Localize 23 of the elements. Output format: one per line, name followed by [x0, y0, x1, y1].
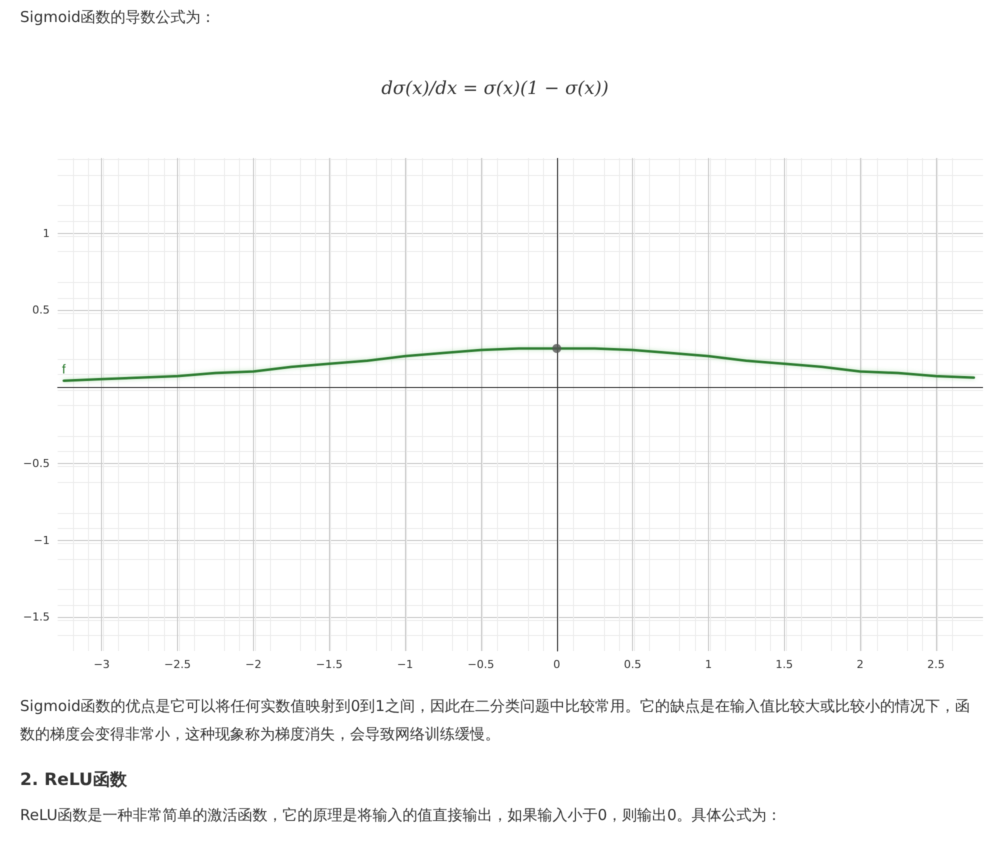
x-tick-label: 0.5: [624, 658, 642, 671]
series-label: f: [62, 362, 66, 377]
x-tick-label: −3: [94, 658, 110, 671]
x-tick-label: −2: [245, 658, 262, 671]
y-tick-label: −1.5: [22, 610, 50, 624]
x-tick-label: −1: [396, 658, 414, 671]
chart-subtitle: dσ(x)/dx = σ(x)(1 − σ(x)): [380, 78, 610, 99]
x-tick-label: −2.5: [164, 658, 191, 671]
x-tick-label: 1.5: [776, 658, 794, 671]
x-tick-label: −1.5: [316, 658, 343, 671]
chart-title: Sigmoid函数的导数公式为：: [20, 8, 216, 27]
text: 2. ReLU函数: [20, 769, 127, 791]
x-tick-label: 2: [856, 658, 864, 671]
x-tick-label: −0.5: [468, 658, 494, 671]
x-tick-label: 1: [704, 658, 712, 671]
y-tick-label: −0.5: [22, 457, 50, 470]
x-tick-label: 2.5: [927, 658, 945, 671]
text: Sigmoid函数的优点是它可以将任何实数值映射到0到1之间，因此在二分类问题中比较常用。它的缺点是在输入值比较大或比较小的情况下，函数的梯度会变得非常小，这种现象称为梯度消失，会导致网络训练缓慢。: [20, 696, 971, 745]
y-tick-label: 0.5: [32, 304, 50, 317]
y-tick-label: 1: [42, 226, 50, 240]
y-tick-label: −1: [33, 534, 50, 547]
text: ReLU函数是一种非常简单的激活函数，它的原理是将输入的值直接输出，如果输入小于0，则输出0。具体公式为：: [20, 806, 783, 825]
x-tick-label: 0: [553, 658, 560, 671]
